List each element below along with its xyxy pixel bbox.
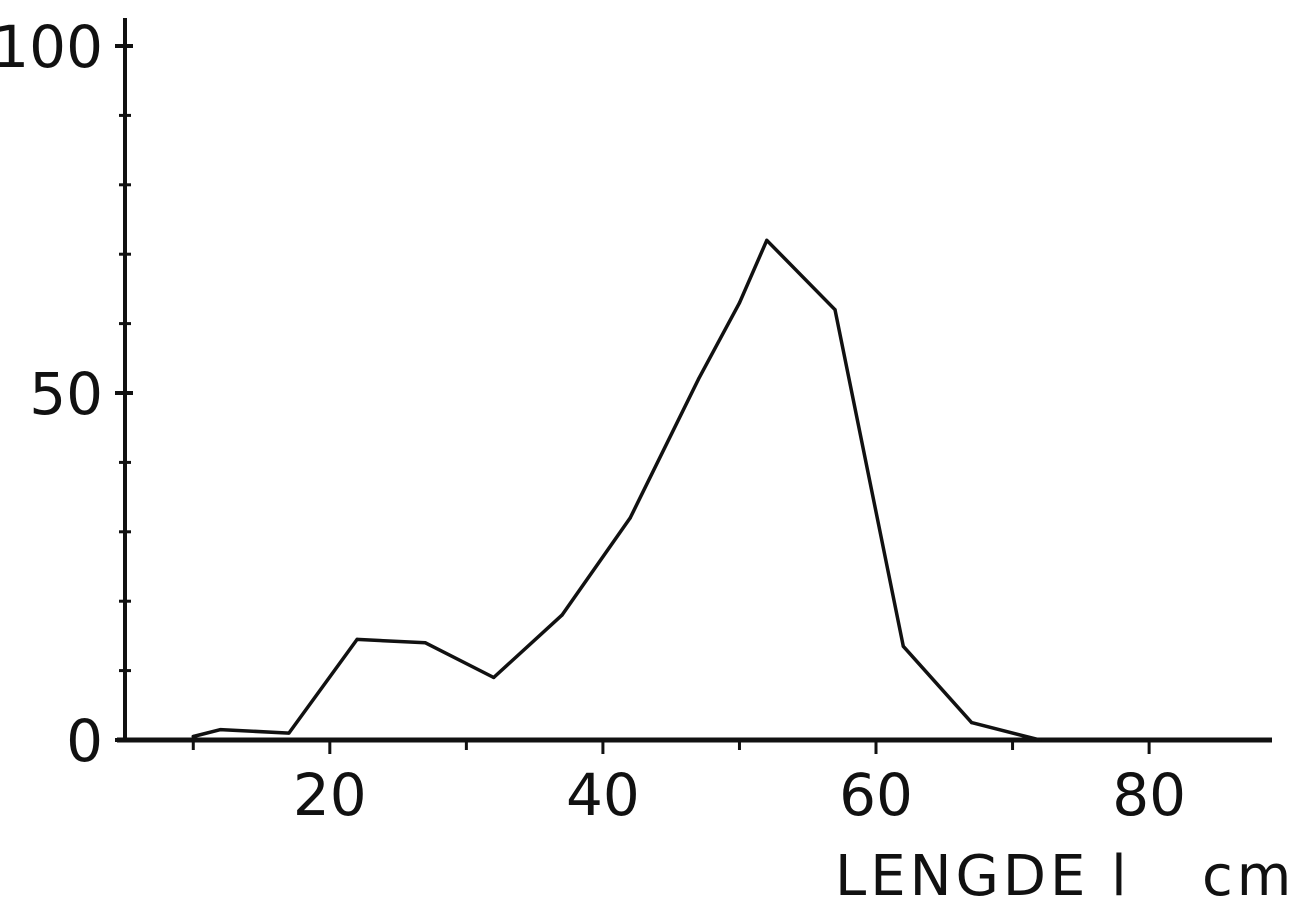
- y-tick-label: 0: [66, 707, 103, 775]
- y-tick-label: 50: [29, 360, 103, 428]
- data-point: [1038, 738, 1042, 742]
- series-line: [191, 238, 1042, 742]
- data-point: [423, 641, 428, 645]
- data-point: [218, 727, 223, 732]
- labels: 0 50 100 20 40 60 80: [0, 13, 1186, 829]
- data-point: [628, 516, 632, 520]
- series: [191, 238, 1042, 742]
- data-point: [969, 721, 974, 725]
- x-axis-label: LENGDE l: [835, 844, 1131, 909]
- x-tick-label: 40: [566, 761, 640, 829]
- data-point: [833, 308, 837, 312]
- x-tick-label: 20: [293, 761, 367, 829]
- data-point: [355, 637, 359, 641]
- axes: [117, 18, 1272, 743]
- data-point: [765, 238, 769, 242]
- data-point: [696, 377, 701, 381]
- data-point: [287, 731, 291, 735]
- ticks: [115, 44, 1151, 754]
- data-point: [737, 301, 742, 305]
- data-point: [901, 644, 905, 648]
- data-point: [560, 613, 564, 617]
- x-tick-label: 80: [1112, 761, 1186, 829]
- data-point: [492, 675, 496, 680]
- x-tick-label: 60: [839, 761, 913, 829]
- x-axis-unit: cm: [1202, 844, 1295, 909]
- data-point: [191, 734, 195, 739]
- y-tick-label: 100: [0, 13, 103, 81]
